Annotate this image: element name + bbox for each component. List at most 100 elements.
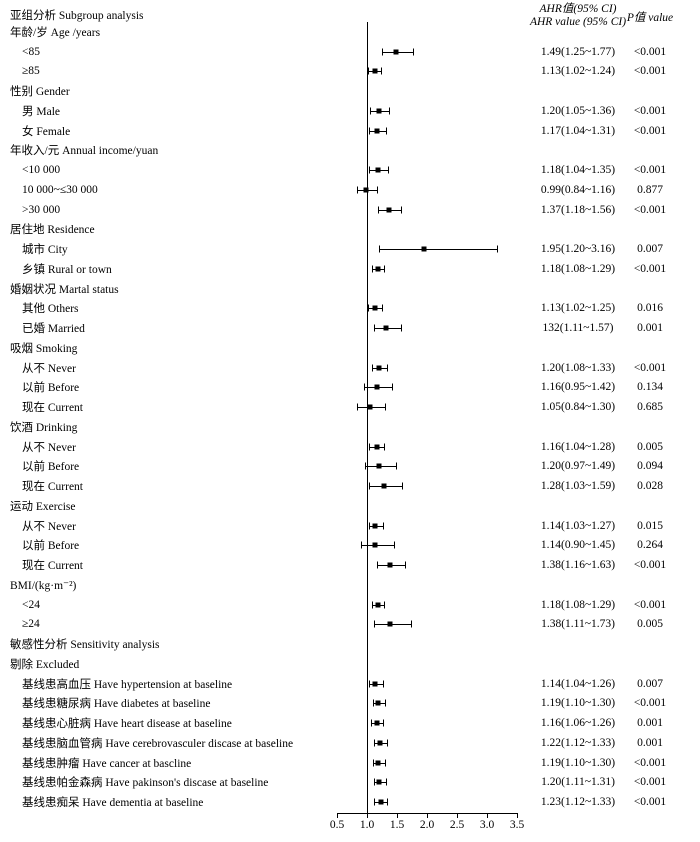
- ci-cap-low: [368, 482, 370, 490]
- p-value: 0.094: [637, 460, 663, 473]
- forest-row: 基线患帕金森病 Have pakinson's discase at basel…: [0, 773, 700, 793]
- forest-row: 从不 Never 1.20(1.08~1.33) <0.001: [0, 358, 700, 378]
- ahr-value: 1.14(1.04~1.26): [540, 677, 616, 690]
- x-axis-tick-label: 2.0: [419, 819, 435, 831]
- ci-cap-high: [386, 798, 388, 806]
- forest-row: 其他 Others 1.13(1.02~1.25) 0.016: [0, 299, 700, 319]
- row-label: 城市 City: [22, 244, 68, 257]
- forest-row: 以前 Before 1.14(0.90~1.45) 0.264: [0, 536, 700, 556]
- forest-row: 以前 Before 1.16(0.95~1.42) 0.134: [0, 378, 700, 398]
- ahr-value: 1.20(0.97~1.49): [540, 460, 616, 473]
- x-axis-tick-label: 0.5: [329, 819, 345, 831]
- p-value: <0.001: [633, 65, 667, 78]
- forest-row: 现在 Current 1.38(1.16~1.63) <0.001: [0, 555, 700, 575]
- ci-cap-high: [394, 541, 395, 549]
- row-label: 基线患脑血管病 Have cerebrovasculer discase at …: [22, 737, 294, 750]
- p-value: 0.005: [637, 440, 663, 453]
- point-estimate-marker: [367, 404, 373, 410]
- ci-cap-high: [382, 680, 384, 688]
- forest-row: ≥24 1.38(1.11~1.73) 0.005: [0, 615, 700, 635]
- ahr-value: 1.16(1.04~1.28): [540, 440, 616, 453]
- point-estimate-marker: [372, 68, 378, 74]
- forest-row: 基线患肿瘤 Have cancer at bascline 1.19(1.10~1…: [0, 753, 700, 773]
- section-header-row: 吸烟 Smoking: [0, 338, 700, 358]
- row-label: 年收入/元 Annual income/yuan: [10, 145, 159, 158]
- row-label: ≥24: [22, 618, 40, 631]
- point-estimate-marker: [363, 187, 369, 193]
- point-estimate-marker: [377, 740, 383, 746]
- ci-cap-low: [370, 719, 372, 727]
- p-column-header: P值 value: [626, 12, 674, 24]
- p-value: 0.685: [637, 401, 663, 414]
- ci-cap-low: [382, 48, 383, 56]
- x-axis-tick: [517, 813, 518, 818]
- x-axis-tick-label: 1.5: [389, 819, 405, 831]
- ahr-value: 1.13(1.02~1.25): [540, 302, 616, 315]
- p-value: <0.001: [633, 776, 667, 789]
- ci-cap-high: [385, 127, 387, 135]
- section-header-row: 性别 Gender: [0, 81, 700, 101]
- ci-cap-high: [401, 324, 403, 332]
- ahr-value: 1.16(1.06~1.26): [540, 717, 616, 730]
- x-axis-tick: [427, 813, 428, 818]
- point-estimate-marker: [372, 305, 378, 311]
- point-estimate-marker: [375, 760, 381, 766]
- row-label: 已婚 Married: [22, 323, 85, 336]
- row-label: 乡镇 Rural or town: [22, 263, 112, 276]
- ci-cap-high: [382, 719, 384, 727]
- x-axis-tick: [397, 813, 398, 818]
- ci-cap-low: [374, 798, 376, 806]
- ci-cap-high: [382, 304, 383, 312]
- section-header-row: 年收入/元 Annual income/yuan: [0, 141, 700, 161]
- ahr-column-header: AHR值(95% CI) AHR value (95% CI): [526, 3, 630, 29]
- ahr-value: 1.19(1.10~1.30): [540, 756, 616, 769]
- forest-row: 基线患脑血管病 Have cerebrovasculer discase at …: [0, 733, 700, 753]
- x-axis-tick-label: 2.5: [449, 819, 465, 831]
- row-label: <85: [22, 45, 40, 58]
- forest-row: 已婚 Married 132(1.11~1.57) 0.001: [0, 318, 700, 338]
- point-estimate-marker: [375, 602, 381, 608]
- ci-cap-high: [388, 107, 390, 115]
- p-value: <0.001: [633, 361, 667, 374]
- p-value: 0.007: [637, 677, 663, 690]
- row-label: 运动 Exercise: [10, 500, 76, 513]
- ahr-value: 1.23(1.12~1.33): [540, 796, 616, 809]
- ahr-value: 1.14(0.90~1.45): [540, 539, 616, 552]
- p-value: <0.001: [633, 124, 667, 137]
- ci-cap-low: [357, 186, 359, 194]
- point-estimate-marker: [383, 325, 389, 331]
- ci-cap-low: [370, 107, 371, 115]
- ci-cap-high: [396, 462, 398, 470]
- row-label: 基线患高血压 Have hypertension at baseline: [22, 678, 233, 691]
- p-value: 0.134: [637, 381, 663, 394]
- forest-row: 现在 Current 1.05(0.84~1.30) 0.685: [0, 397, 700, 417]
- x-axis-tick: [367, 813, 368, 818]
- ci-cap-low: [357, 403, 359, 411]
- ahr-value: 1.16(0.95~1.42): [540, 381, 616, 394]
- point-estimate-marker: [375, 266, 381, 272]
- ci-line: [379, 249, 497, 251]
- ci-cap-high: [385, 778, 387, 786]
- reference-line: [367, 22, 368, 813]
- ci-cap-low: [368, 522, 370, 530]
- section-header-row: BMI/(kg·m⁻²): [0, 575, 700, 595]
- ahr-value: 1.37(1.18~1.56): [540, 203, 616, 216]
- ahr-value: 1.38(1.11~1.73): [541, 618, 615, 631]
- ci-cap-high: [383, 522, 385, 530]
- section-header-row: 运动 Exercise: [0, 496, 700, 516]
- row-label: 从不 Never: [22, 520, 76, 533]
- ci-cap-high: [496, 245, 498, 253]
- ci-cap-high: [384, 601, 386, 609]
- ahr-value: 1.13(1.02~1.24): [540, 65, 616, 78]
- p-value: 0.015: [637, 519, 663, 532]
- forest-row: <85 1.49(1.25~1.77) <0.001: [0, 42, 700, 62]
- ahr-value: 1.20(1.08~1.33): [540, 361, 616, 374]
- p-value: <0.001: [633, 104, 667, 117]
- point-estimate-marker: [393, 49, 399, 55]
- ci-cap-low: [373, 324, 375, 332]
- p-value: 0.001: [637, 717, 663, 730]
- ci-cap-low: [369, 166, 371, 174]
- row-label: 敏感性分析 Sensitivity analysis: [10, 639, 160, 652]
- row-label: 以前 Before: [22, 382, 80, 395]
